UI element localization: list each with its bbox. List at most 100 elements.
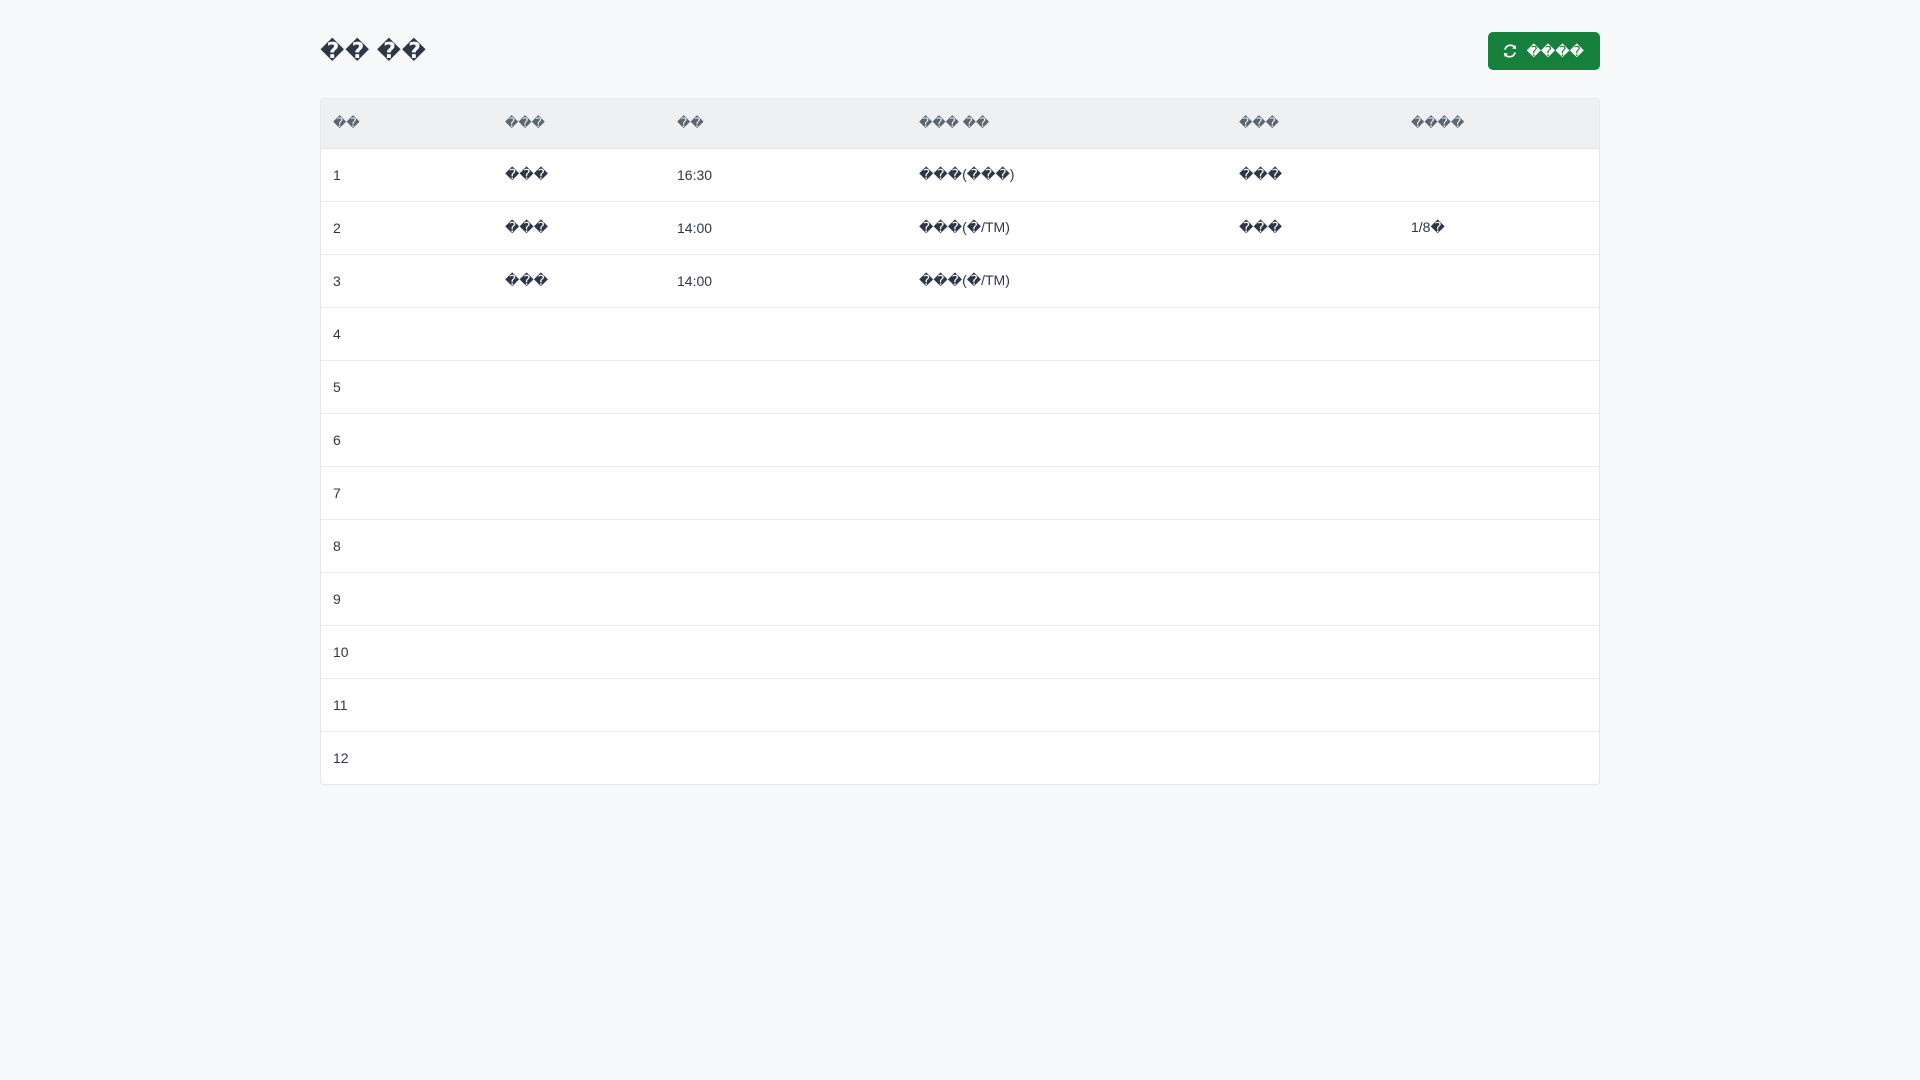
cell-staff [1227,572,1399,626]
cell-course [907,307,1227,361]
cell-staff [1227,731,1399,784]
cell-name [493,413,665,467]
cell-last [1399,360,1599,414]
cell-last [1399,307,1599,361]
cell-course: ���(���) [907,148,1227,202]
cell-time [665,413,907,467]
schedule-table-card: �� ��� �� ��� �� ��� ���� 1 ��� 16:30 ��… [320,98,1600,785]
refresh-icon [1502,43,1518,59]
table-header-row: �� ��� �� ��� �� ��� ���� [321,99,1599,149]
cell-name [493,572,665,626]
cell-course: ���(�/TM) [907,254,1227,308]
cell-time: 16:30 [665,148,907,202]
cell-no: 2 [321,201,493,255]
column-header-last[interactable]: ���� [1399,99,1599,149]
table-row[interactable]: 6 [321,413,1599,467]
cell-time [665,731,907,784]
cell-time: 14:00 [665,201,907,255]
cell-staff [1227,678,1399,732]
cell-time [665,572,907,626]
cell-name [493,731,665,784]
table-row[interactable]: 7 [321,466,1599,520]
cell-staff [1227,307,1399,361]
cell-name [493,625,665,679]
cell-no: 11 [321,678,493,732]
table-row[interactable]: 8 [321,519,1599,573]
table-row[interactable]: 10 [321,625,1599,679]
cell-course [907,678,1227,732]
cell-last [1399,678,1599,732]
table-row[interactable]: 4 [321,307,1599,361]
schedule-table: �� ��� �� ��� �� ��� ���� 1 ��� 16:30 ��… [321,99,1599,784]
cell-time [665,678,907,732]
cell-no: 7 [321,466,493,520]
cell-staff [1227,466,1399,520]
cell-name: ��� [493,148,665,202]
column-header-name[interactable]: ��� [493,99,665,149]
cell-last [1399,148,1599,202]
cell-course: ���(�/TM) [907,201,1227,255]
cell-no: 3 [321,254,493,308]
cell-last [1399,254,1599,308]
cell-course [907,572,1227,626]
cell-name [493,307,665,361]
table-row[interactable]: 3 ��� 14:00 ���(�/TM) [321,254,1599,308]
cell-name [493,466,665,520]
cell-time: 14:00 [665,254,907,308]
cell-course [907,413,1227,467]
cell-time [665,519,907,573]
cell-last [1399,466,1599,520]
cell-last [1399,413,1599,467]
cell-last [1399,519,1599,573]
cell-staff: ��� [1227,201,1399,255]
cell-staff [1227,519,1399,573]
cell-time [665,307,907,361]
cell-course [907,466,1227,520]
table-row[interactable]: 11 [321,678,1599,732]
cell-time [665,625,907,679]
cell-name: ��� [493,201,665,255]
cell-course [907,519,1227,573]
cell-last [1399,625,1599,679]
cell-no: 9 [321,572,493,626]
cell-staff: ��� [1227,148,1399,202]
table-row[interactable]: 9 [321,572,1599,626]
cell-staff [1227,254,1399,308]
cell-last [1399,572,1599,626]
refresh-button[interactable]: ���� [1487,32,1600,70]
cell-course [907,731,1227,784]
cell-last: 1/8� [1399,201,1599,255]
column-header-course[interactable]: ��� �� [907,99,1227,149]
cell-staff [1227,413,1399,467]
cell-course [907,360,1227,414]
column-header-time[interactable]: �� [665,99,907,149]
table-row[interactable]: 2 ��� 14:00 ���(�/TM) ��� 1/8� [321,201,1599,255]
cell-course [907,625,1227,679]
cell-name: ��� [493,254,665,308]
cell-name [493,678,665,732]
cell-time [665,466,907,520]
cell-no: 12 [333,749,349,766]
cell-time [665,360,907,414]
cell-staff [1227,360,1399,414]
column-header-no[interactable]: �� [321,99,493,149]
cell-no: 1 [321,148,493,202]
cell-no: 8 [321,519,493,573]
cell-no: 5 [321,360,493,414]
cell-no: 6 [321,413,493,467]
page-header: �� �� ���� [320,20,1600,82]
table-head: �� ��� �� ��� �� ��� ���� [321,99,1599,149]
cell-name [493,519,665,573]
cell-name [493,360,665,414]
page-title: �� �� [320,37,427,63]
table-row[interactable]: 5 [321,360,1599,414]
refresh-button-label: ���� [1526,43,1584,59]
cell-last [1399,731,1599,784]
cell-no: 10 [321,625,493,679]
table-row[interactable]: 12 [321,731,1599,784]
table-row[interactable]: 1 ��� 16:30 ���(���) ��� [321,148,1599,202]
column-header-staff[interactable]: ��� [1227,99,1399,149]
cell-no: 4 [321,307,493,361]
table-body: 1 ��� 16:30 ���(���) ��� 2 ��� 14:00 ���… [321,148,1599,784]
